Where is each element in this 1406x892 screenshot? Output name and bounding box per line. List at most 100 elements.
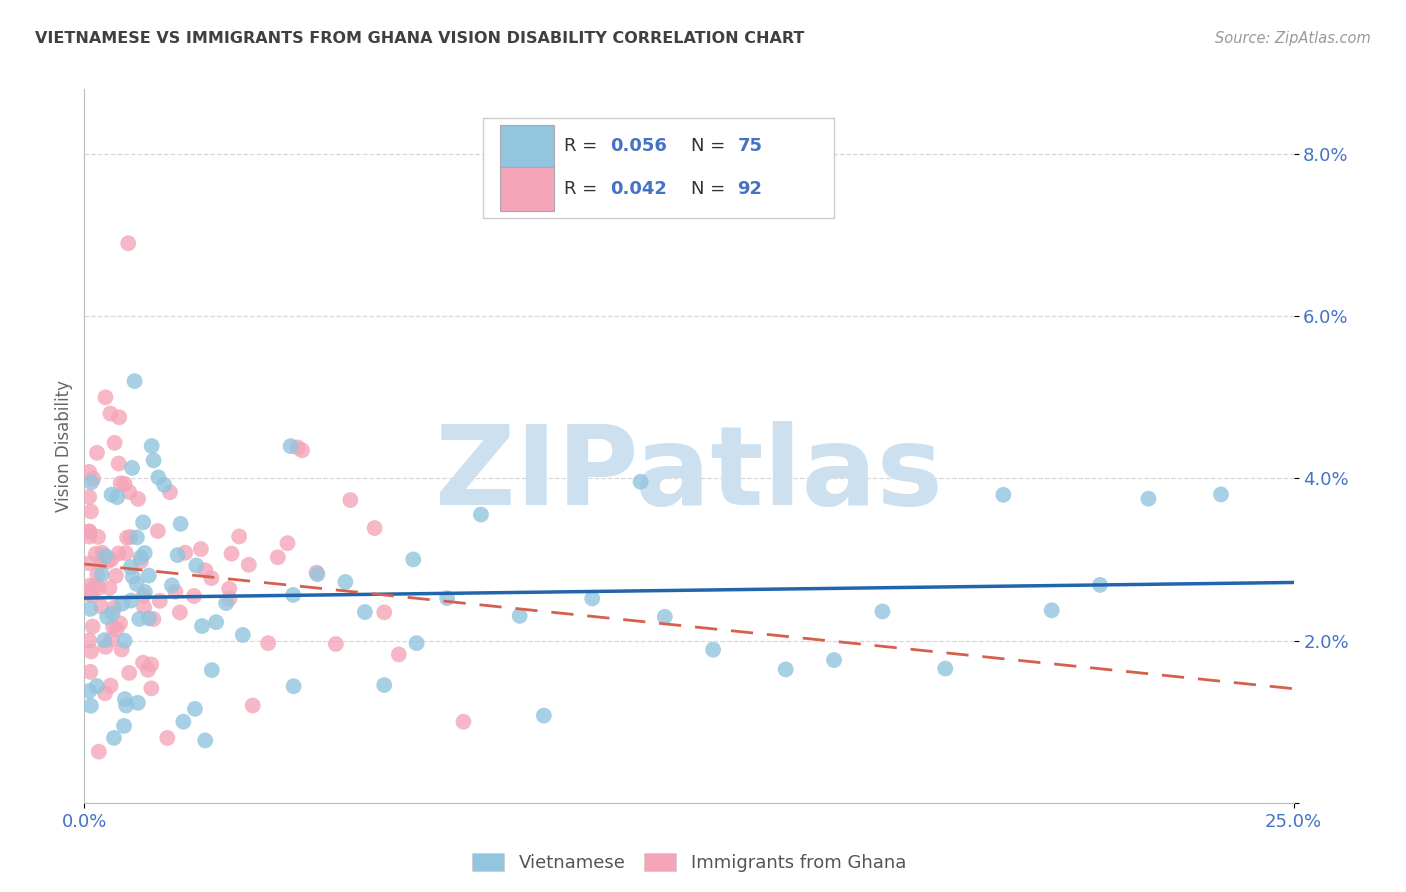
Point [1137,491,1160,506]
Text: N =: N = [692,137,731,155]
Point [108,616,131,631]
Point [103,600,125,615]
Point [153,478,176,492]
Point [453,714,475,729]
Point [200,571,222,585]
Text: 0.042: 0.042 [610,180,668,198]
Point [77,556,100,570]
Point [124,374,146,388]
Point [172,714,194,729]
Point [77,490,100,504]
Point [872,604,894,618]
Point [142,612,165,626]
Point [91,554,114,568]
Point [107,457,129,471]
Text: ZIPatlas: ZIPatlas [434,421,943,528]
Point [114,692,136,706]
Point [125,577,148,591]
Point [470,508,492,522]
Point [77,579,100,593]
Point [190,542,212,557]
Point [87,745,110,759]
Point [77,524,100,539]
Point [186,558,208,573]
Point [339,493,361,508]
Point [174,546,197,560]
Point [132,600,155,615]
Point [82,619,104,633]
Point [142,453,165,467]
Point [132,656,155,670]
Point [436,591,458,606]
Point [107,547,129,561]
Point [191,619,214,633]
Point [194,563,217,577]
Point [79,602,101,616]
Point [276,536,298,550]
Point [77,530,100,544]
Legend: Vietnamese, Immigrants from Ghana: Vietnamese, Immigrants from Ghana [464,846,914,880]
Point [291,443,314,458]
Point [100,552,122,566]
Point [101,607,124,621]
Text: 0.056: 0.056 [610,137,668,155]
Point [405,636,427,650]
Point [141,439,163,453]
Point [136,663,159,677]
Point [183,589,205,603]
Text: 92: 92 [737,180,762,198]
Point [110,642,132,657]
Point [335,574,357,589]
Point [84,579,107,593]
Point [114,476,136,491]
Text: R =: R = [564,137,603,155]
Point [104,435,127,450]
Point [402,552,425,566]
Point [104,568,127,582]
Point [228,529,250,543]
Point [111,597,134,611]
Point [112,719,135,733]
Point [77,633,100,648]
Point [160,578,183,592]
Point [118,485,141,500]
Point [388,648,411,662]
Text: R =: R = [564,180,603,198]
Point [129,550,152,565]
Point [325,637,347,651]
Point [128,612,150,626]
Point [146,524,169,538]
Point [373,605,395,619]
Point [121,461,143,475]
Point [257,636,280,650]
Point [509,608,531,623]
Point [280,439,302,453]
Point [115,698,138,713]
Point [184,702,207,716]
Point [1209,487,1232,501]
Point [201,663,224,677]
Point [702,642,724,657]
Point [94,549,117,563]
Point [127,491,149,506]
Point [86,679,108,693]
Point [94,686,117,700]
Point [169,516,191,531]
Point [86,567,108,582]
Point [218,591,240,606]
Point [354,605,377,619]
Point [1040,603,1063,617]
Point [125,530,148,544]
Point [121,569,143,583]
FancyBboxPatch shape [501,125,554,168]
Point [86,446,108,460]
Point [103,731,125,745]
Point [79,665,101,679]
Point [242,698,264,713]
Point [90,599,112,614]
Point [77,465,100,479]
Point [108,410,131,425]
Point [114,546,136,560]
Y-axis label: Vision Disability: Vision Disability [55,380,73,512]
Point [993,488,1015,502]
